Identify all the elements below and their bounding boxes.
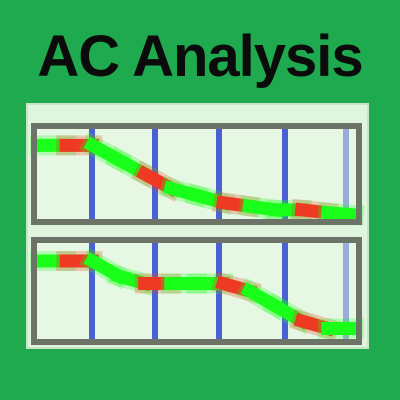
gridline [343, 240, 349, 342]
chart-panel-top [30, 123, 365, 226]
gridline [89, 240, 95, 342]
gridline [343, 126, 349, 222]
gridline [152, 240, 158, 342]
panel-top-border [31, 123, 362, 225]
gridline [216, 126, 222, 222]
panel-bottom-gridlines [89, 240, 349, 342]
panel-bottom-border [31, 237, 362, 345]
panel-bottom-trace [30, 247, 364, 341]
chart-panel-bottom [30, 237, 364, 345]
gridline [89, 126, 95, 222]
page-title: AC Analysis [37, 24, 363, 89]
gridline [216, 240, 222, 342]
panel-top-trace [30, 131, 365, 226]
trace-segment [320, 205, 362, 222]
gridline [282, 126, 288, 222]
gridline [282, 240, 288, 342]
